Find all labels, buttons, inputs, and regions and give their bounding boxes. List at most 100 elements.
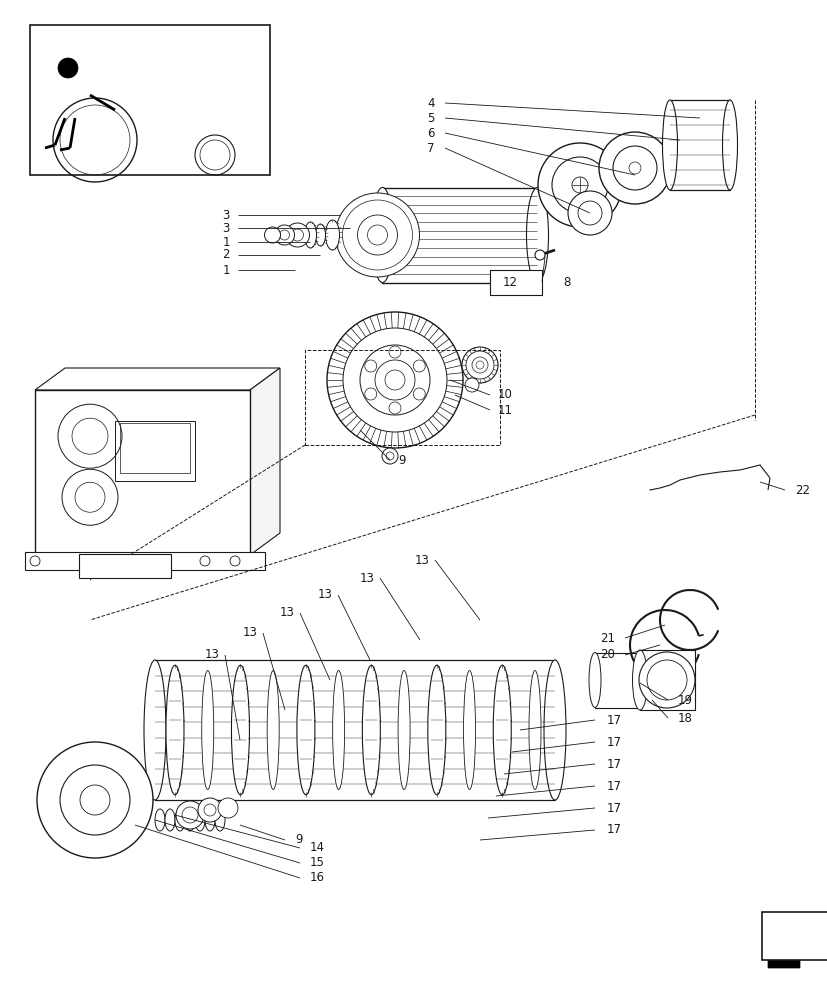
Circle shape [62,469,118,525]
Ellipse shape [267,670,279,790]
Circle shape [58,404,122,468]
Text: 9: 9 [398,454,405,466]
Circle shape [327,312,462,448]
Polygon shape [250,368,280,555]
Text: 6: 6 [427,127,434,140]
Circle shape [37,742,153,858]
Ellipse shape [588,652,600,708]
Circle shape [365,388,376,400]
Ellipse shape [662,100,676,190]
Circle shape [30,556,40,566]
Bar [115,421,195,481]
Circle shape [466,351,494,379]
Text: 17: 17 [606,780,621,792]
Ellipse shape [722,100,737,190]
Text: 9: 9 [294,833,302,846]
Ellipse shape [543,660,566,800]
Ellipse shape [526,188,547,282]
Ellipse shape [184,809,195,831]
Text: 18: 18 [677,711,692,724]
Text: 17: 17 [606,758,621,770]
Text: 14: 14 [309,841,325,854]
Text: 13: 13 [360,572,375,584]
Text: 12: 12 [502,275,518,288]
Ellipse shape [165,809,174,831]
Ellipse shape [215,809,225,831]
Circle shape [230,556,240,566]
Circle shape [58,58,78,78]
Circle shape [389,402,400,414]
Text: 1: 1 [222,235,230,248]
Bar [490,270,542,295]
Circle shape [342,328,447,432]
Text: 5: 5 [427,112,434,125]
Ellipse shape [144,660,165,800]
Circle shape [365,360,376,372]
Circle shape [200,556,210,566]
Polygon shape [767,935,819,968]
Bar [120,422,189,473]
Ellipse shape [528,670,540,790]
Ellipse shape [633,652,645,708]
Circle shape [140,556,150,566]
Ellipse shape [315,224,325,246]
Ellipse shape [325,220,339,250]
Ellipse shape [205,809,215,831]
Ellipse shape [297,665,314,795]
Ellipse shape [493,665,510,795]
Bar [761,912,827,960]
Bar [382,188,537,282]
Bar [639,650,694,710]
Circle shape [85,556,95,566]
Circle shape [538,143,621,227]
Text: 4: 4 [427,97,434,110]
Text: PAG. 1: PAG. 1 [107,561,143,571]
Ellipse shape [165,665,184,795]
Text: 3: 3 [222,209,230,222]
Text: 7: 7 [427,142,434,155]
Ellipse shape [362,665,380,795]
Ellipse shape [232,665,249,795]
Ellipse shape [332,670,344,790]
Ellipse shape [174,809,184,831]
Circle shape [218,798,237,818]
Circle shape [275,225,294,245]
Circle shape [413,360,425,372]
Ellipse shape [304,222,316,248]
Text: 17: 17 [606,735,621,748]
Circle shape [534,250,544,260]
Circle shape [264,227,280,243]
Bar [304,350,500,445]
Text: 19: 19 [677,694,692,706]
Circle shape [176,801,203,829]
Circle shape [285,223,309,247]
Text: 17: 17 [606,823,621,836]
Text: 22: 22 [794,484,809,496]
Circle shape [413,388,425,400]
Bar [669,100,729,190]
Ellipse shape [155,809,165,831]
Text: 8: 8 [562,275,570,288]
Bar [35,390,250,555]
Ellipse shape [428,665,445,795]
Text: 13: 13 [280,606,294,619]
Text: 13: 13 [414,554,429,566]
Polygon shape [50,75,110,118]
FancyBboxPatch shape [79,554,171,578]
Text: 21: 21 [600,632,614,644]
Ellipse shape [195,809,205,831]
Ellipse shape [202,670,213,790]
Text: 15: 15 [309,856,324,869]
Circle shape [381,448,398,464]
Ellipse shape [398,670,409,790]
Circle shape [567,191,611,235]
Text: 13: 13 [205,648,220,662]
Polygon shape [35,368,280,390]
Text: 17: 17 [606,801,621,814]
Circle shape [389,346,400,358]
Text: 1: 1 [222,263,230,276]
Bar [595,652,639,708]
Ellipse shape [463,670,475,790]
Text: 17: 17 [606,713,621,726]
Text: 13: 13 [243,626,258,640]
